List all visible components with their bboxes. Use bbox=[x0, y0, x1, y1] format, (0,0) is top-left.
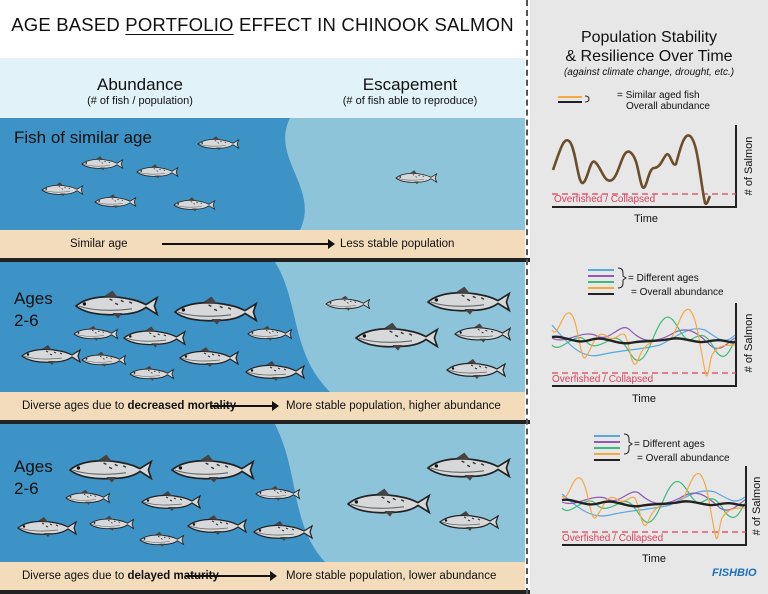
right-caption: Less stable population bbox=[340, 238, 455, 250]
axes bbox=[552, 125, 737, 208]
similar-age-line bbox=[551, 134, 712, 206]
divider bbox=[0, 590, 768, 594]
threshold-label: Overfished / Collapsed bbox=[562, 533, 664, 544]
panel-divider bbox=[526, 0, 528, 594]
caption-bar: Diverse ages due to decreased mortality … bbox=[0, 392, 525, 420]
row-similar-age: Abundance (# of fish / population) Escape… bbox=[0, 58, 525, 258]
row-label: Ages 2-6 bbox=[14, 457, 53, 498]
escapement-heading: Escapement bbox=[362, 75, 458, 94]
arrow-icon bbox=[210, 405, 274, 407]
right-caption: More stable population, higher abundance bbox=[286, 400, 501, 412]
y-axis-label: # of Salmon bbox=[751, 476, 763, 536]
page-title: AGE BASED PORTFOLIO EFFECT IN CHINOOK SA… bbox=[11, 14, 514, 35]
y-axis-label: # of Salmon bbox=[743, 313, 755, 373]
row-decreased-mortality: Ages 2-6 Diverse ages due to decreased m… bbox=[0, 262, 525, 420]
y-axis-label: # of Salmon bbox=[743, 136, 755, 196]
stability-charts bbox=[551, 95, 747, 546]
legend-3: = Different ages = Overall abundance bbox=[634, 439, 730, 464]
row-delayed-maturity: Ages 2-6 Diverse ages due to delayed mat… bbox=[0, 424, 525, 590]
fishbio-logo: FISHBIO bbox=[712, 567, 757, 579]
caption-bar: Similar age Less stable population bbox=[0, 230, 525, 258]
arrow-icon bbox=[162, 243, 332, 245]
panel-subtitle: (against climate change, drought, etc.) bbox=[563, 67, 735, 78]
row-label: Ages 2-6 bbox=[14, 289, 53, 330]
x-axis-label: Time bbox=[634, 213, 659, 225]
caption-bar: Diverse ages due to delayed maturity Mor… bbox=[0, 562, 525, 590]
x-axis-label: Time bbox=[632, 393, 657, 405]
threshold-label: Overfished / Collapsed bbox=[554, 194, 656, 205]
abundance-subheading: (# of fish / population) bbox=[87, 95, 193, 107]
arrow-icon bbox=[186, 575, 272, 577]
left-caption: Diverse ages due to decreased mortality bbox=[22, 400, 237, 412]
legend-1: = Similar aged fish Overall abundance bbox=[617, 90, 710, 112]
x-axis-label: Time bbox=[642, 553, 667, 565]
panel-title: Population Stability bbox=[580, 29, 718, 46]
left-caption: Similar age bbox=[70, 238, 128, 250]
panel-title-2: & Resilience Over Time bbox=[565, 48, 733, 65]
overall-abundance-line bbox=[551, 335, 736, 345]
left-caption: Diverse ages due to delayed maturity bbox=[22, 570, 219, 582]
abundance-heading: Abundance bbox=[96, 75, 184, 94]
stability-panel: Population Stability & Resilience Over T… bbox=[530, 0, 768, 594]
row-label: Fish of similar age bbox=[14, 128, 152, 147]
right-caption: More stable population, lower abundance bbox=[286, 570, 497, 582]
divider bbox=[0, 258, 768, 262]
escapement-subheading: (# of fish able to reproduce) bbox=[342, 95, 478, 107]
threshold-label: Overfished / Collapsed bbox=[552, 374, 654, 385]
legend-2: = Different ages = Overall abundance bbox=[628, 273, 724, 298]
divider bbox=[0, 420, 768, 424]
